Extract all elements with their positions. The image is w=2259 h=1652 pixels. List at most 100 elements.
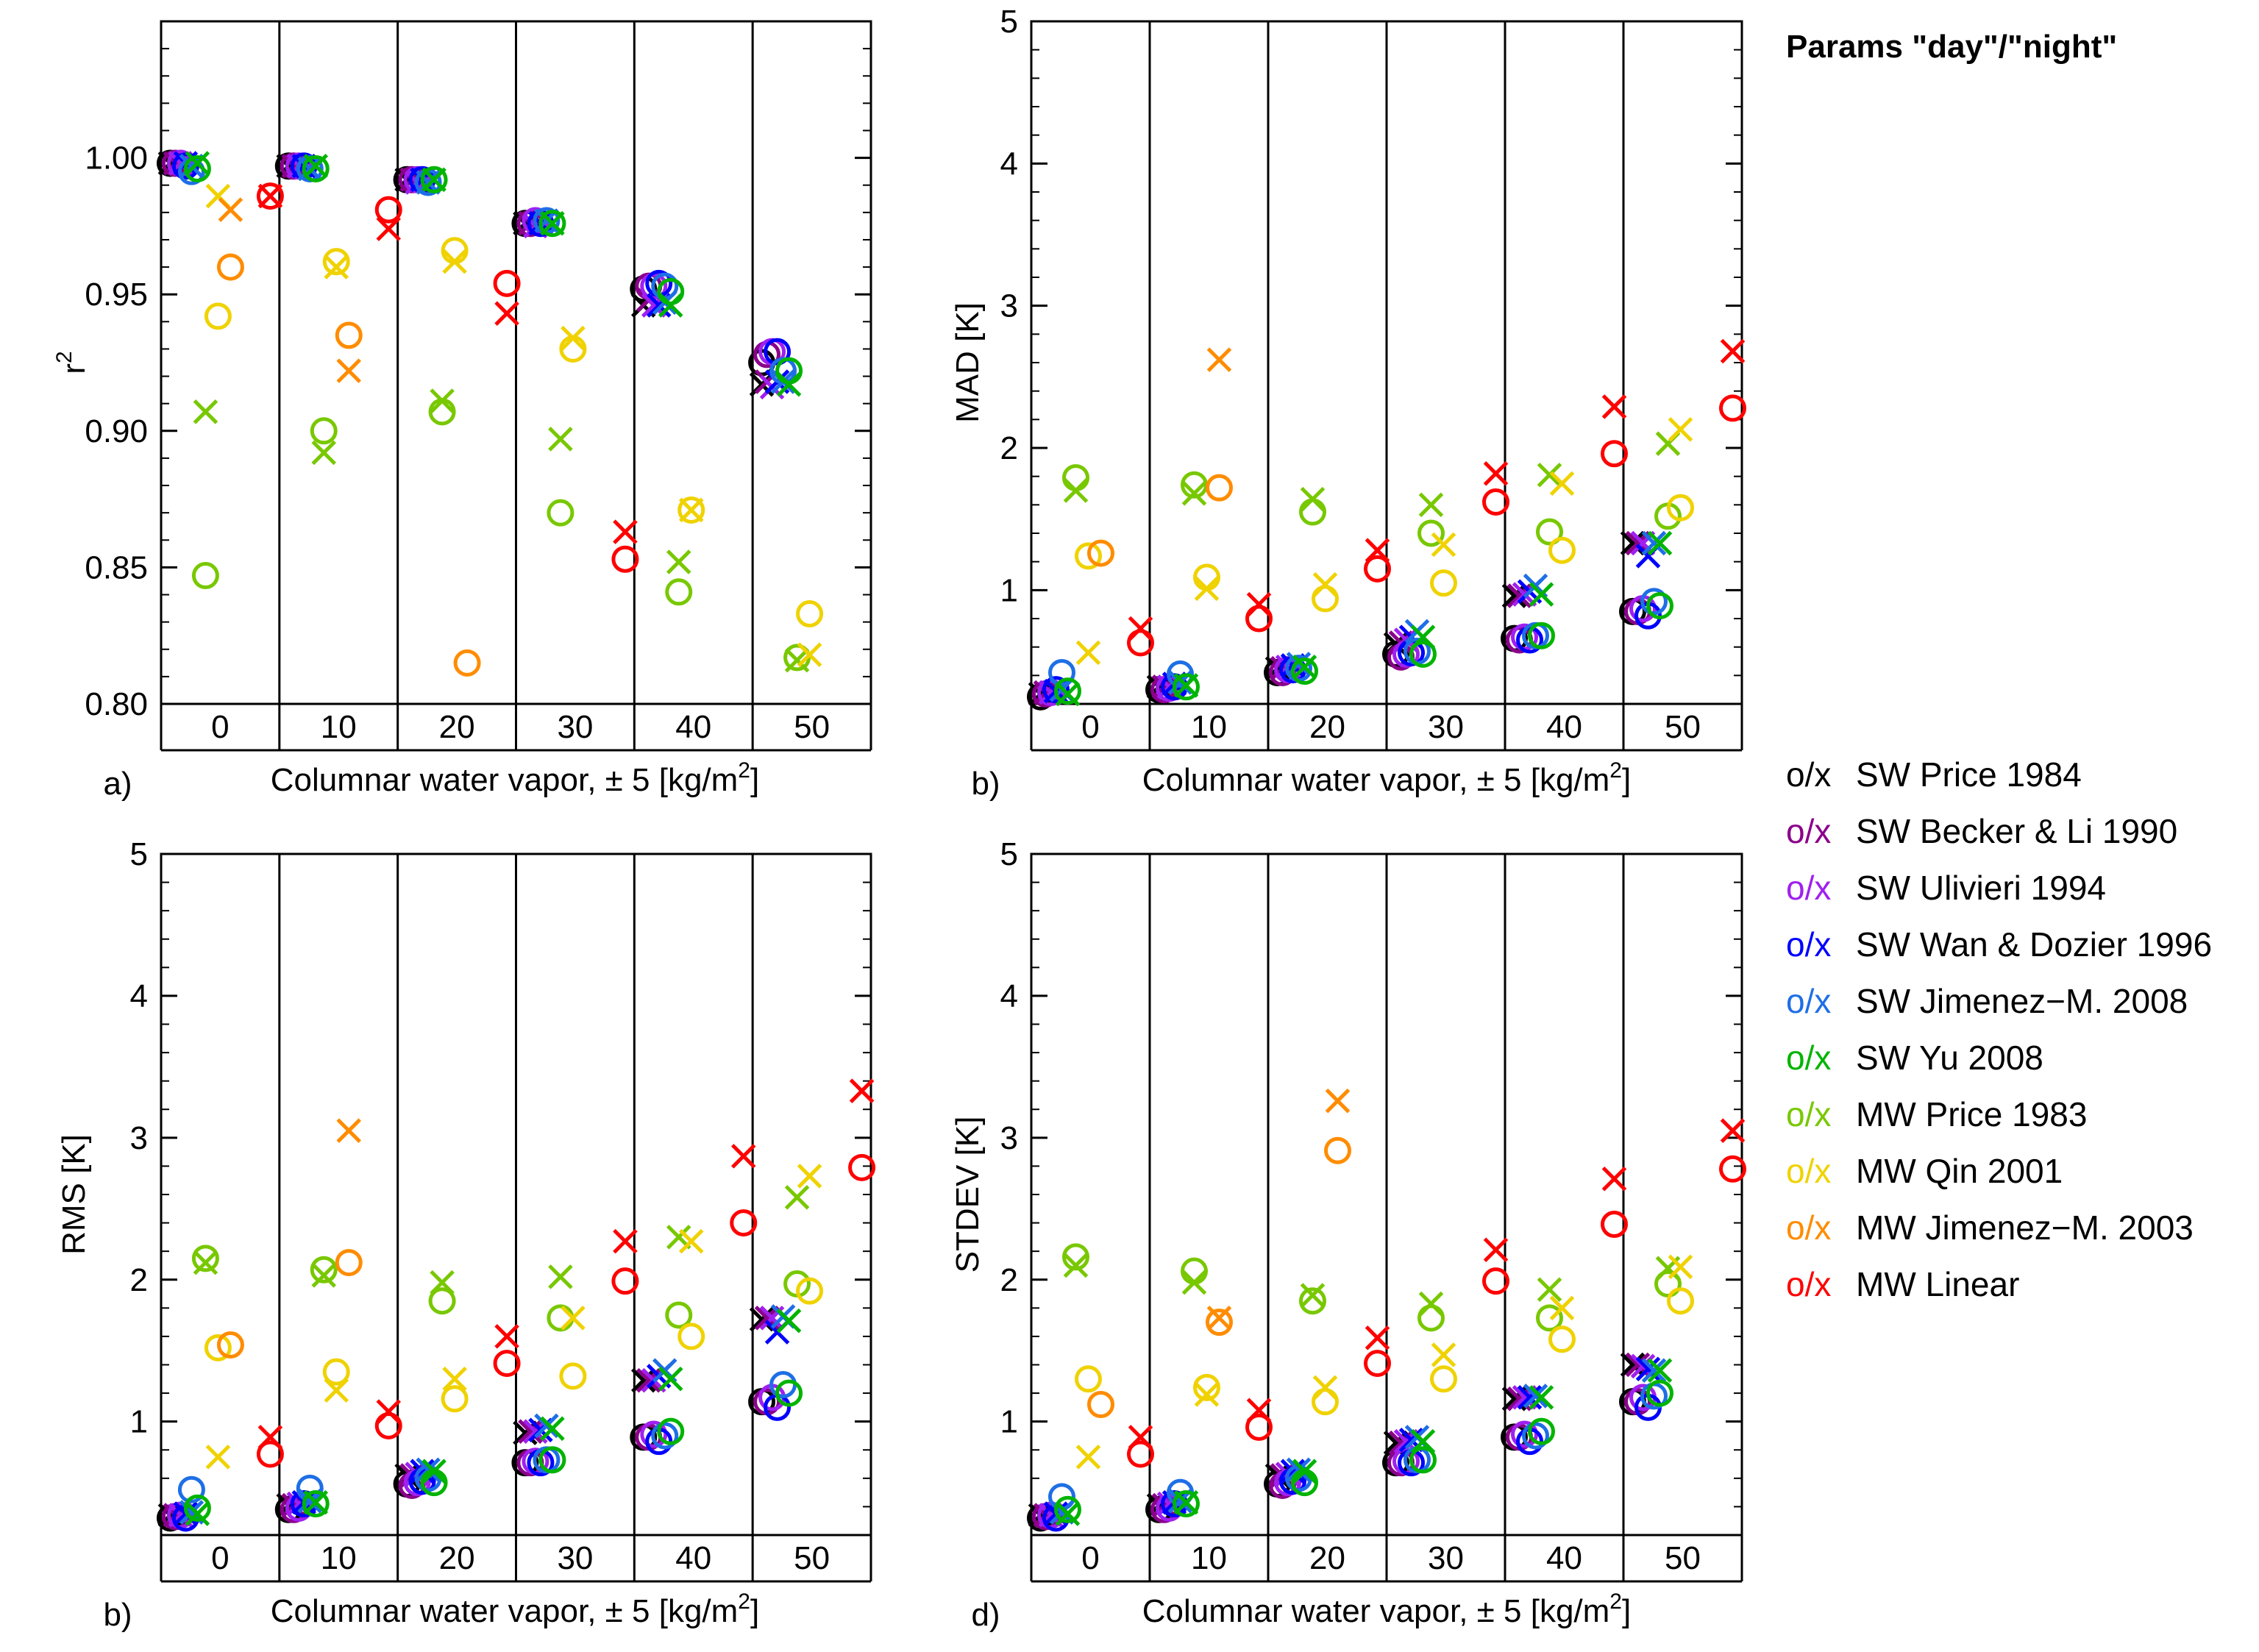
day-marker <box>1291 658 1318 686</box>
day-marker <box>310 1256 338 1283</box>
x-tick-label: 40 <box>675 709 711 745</box>
x-axis-label-text: Columnar water vapor, ± 5 [kg/m <box>1142 762 1610 798</box>
legend-entry: o/x SW Wan & Dozier 1996 <box>1786 925 2212 964</box>
legend-entry: o/x MW Linear <box>1786 1265 2019 1303</box>
legend-marker-label: o/x <box>1786 982 1831 1020</box>
day-marker <box>1364 1350 1391 1378</box>
day-marker <box>420 165 448 193</box>
day-marker <box>1181 1257 1208 1285</box>
day-marker <box>1516 626 1543 654</box>
day-marker <box>374 196 402 224</box>
day-marker <box>1667 1287 1694 1315</box>
y-axis-label-superscript: 2 <box>52 351 77 363</box>
day-marker <box>1173 1490 1200 1518</box>
day-marker <box>1601 440 1628 468</box>
night-marker <box>1641 530 1667 556</box>
y-tick-label: 1 <box>130 1404 148 1440</box>
night-marker <box>776 1308 802 1334</box>
night-marker <box>1647 1358 1673 1383</box>
night-marker <box>548 1264 573 1289</box>
day-marker <box>1245 1413 1273 1441</box>
night-marker <box>1055 681 1081 707</box>
day-marker <box>796 600 824 628</box>
markers <box>1027 338 1746 711</box>
night-marker <box>1620 1352 1646 1378</box>
day-marker <box>493 1350 521 1378</box>
night-marker <box>1365 1325 1390 1350</box>
night-marker <box>1601 394 1627 419</box>
day-marker <box>256 182 284 210</box>
day-marker <box>1048 658 1075 686</box>
day-marker <box>191 1245 219 1272</box>
day-marker <box>1206 474 1233 502</box>
y-axis-label-text: r <box>56 363 92 374</box>
day-marker <box>1075 1365 1102 1393</box>
night-marker <box>1431 532 1456 558</box>
night-marker <box>797 642 822 667</box>
night-marker <box>1647 530 1673 556</box>
day-marker <box>204 1334 232 1361</box>
legend-entry-name: MW Qin 2001 <box>1856 1152 2063 1190</box>
night-marker <box>1312 572 1338 597</box>
x-tick-label: 10 <box>321 1540 357 1576</box>
night-marker <box>678 1228 704 1254</box>
legend-marker-label: o/x <box>1786 925 1831 964</box>
night-marker <box>658 293 683 318</box>
night-marker <box>311 440 337 466</box>
y-axis-label: MAD [K] <box>950 302 986 423</box>
day-marker <box>1528 622 1555 649</box>
night-marker <box>1523 1384 1548 1409</box>
y-tick-label: 4 <box>1000 146 1018 182</box>
day-marker <box>1364 555 1391 583</box>
x-tick-label: 50 <box>1665 1540 1701 1576</box>
day-marker <box>1640 588 1668 616</box>
x-tick-label: 10 <box>321 709 357 745</box>
night-marker <box>1206 1306 1232 1331</box>
y-tick-label: 3 <box>1000 1120 1018 1156</box>
day-marker <box>183 1494 211 1522</box>
day-marker <box>428 1287 456 1315</box>
day-marker <box>640 1420 668 1448</box>
day-marker <box>611 545 639 573</box>
x-tick-label: 0 <box>211 1540 229 1576</box>
day-marker <box>1409 640 1437 668</box>
x-axis-label-end: ] <box>750 762 759 798</box>
night-marker <box>1292 1459 1317 1484</box>
night-marker <box>666 549 691 574</box>
night-marker <box>1601 1167 1627 1192</box>
night-marker <box>1063 478 1089 503</box>
day-marker <box>538 210 566 238</box>
day-marker <box>322 248 350 276</box>
night-marker <box>1181 481 1207 506</box>
day-marker <box>441 237 469 265</box>
legend-marker-label: o/x <box>1786 869 1831 907</box>
night-marker <box>1720 338 1746 364</box>
y-tick-label: 0.85 <box>85 549 148 585</box>
legend-marker-label: o/x <box>1786 1152 1831 1190</box>
night-marker <box>193 1250 218 1275</box>
day-marker <box>665 1301 693 1329</box>
day-marker <box>559 335 587 363</box>
legend-marker-label: o/x <box>1786 1265 1831 1303</box>
x-tick-label: 20 <box>1309 1540 1345 1576</box>
day-marker <box>428 398 456 426</box>
x-tick-label: 20 <box>439 709 475 745</box>
day-marker <box>216 1331 244 1359</box>
day-marker <box>547 499 574 527</box>
x-axis-label-text: Columnar water vapor, ± 5 [kg/m <box>1142 1593 1610 1629</box>
x-axis-label-superscript: 2 <box>1609 758 1622 783</box>
x-axis-label-superscript: 2 <box>738 1589 750 1614</box>
x-axis-label: Columnar water vapor, ± 5 [kg/m2] <box>271 1589 759 1629</box>
day-marker <box>1430 569 1457 597</box>
night-marker <box>797 1164 822 1189</box>
night-marker <box>1529 1385 1554 1410</box>
night-marker <box>561 325 586 351</box>
day-marker <box>1173 673 1200 701</box>
chart-panel-3: 0 10 20 30 40 50 1 2 3 4 5 RMS [K] b) Columnar water … <box>56 836 876 1633</box>
night-marker <box>442 1367 467 1392</box>
y-axis-label: STDEV [K] <box>950 1117 986 1273</box>
x-tick-label: 10 <box>1191 1540 1227 1576</box>
day-marker <box>665 578 693 606</box>
night-marker <box>1173 1489 1199 1515</box>
x-axis-label: Columnar water vapor, ± 5 [kg/m2] <box>1142 758 1631 798</box>
